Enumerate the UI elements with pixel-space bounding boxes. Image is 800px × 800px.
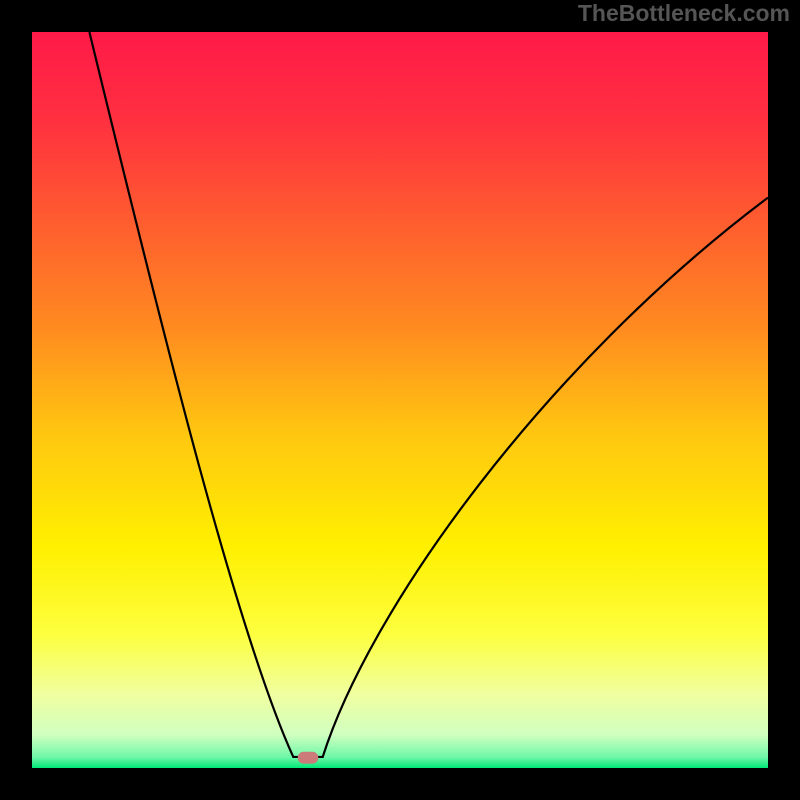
- plot-background: [32, 32, 768, 768]
- minimum-marker: [298, 752, 319, 764]
- chart-container: TheBottleneck.com: [0, 0, 800, 800]
- bottleneck-chart: [0, 0, 800, 800]
